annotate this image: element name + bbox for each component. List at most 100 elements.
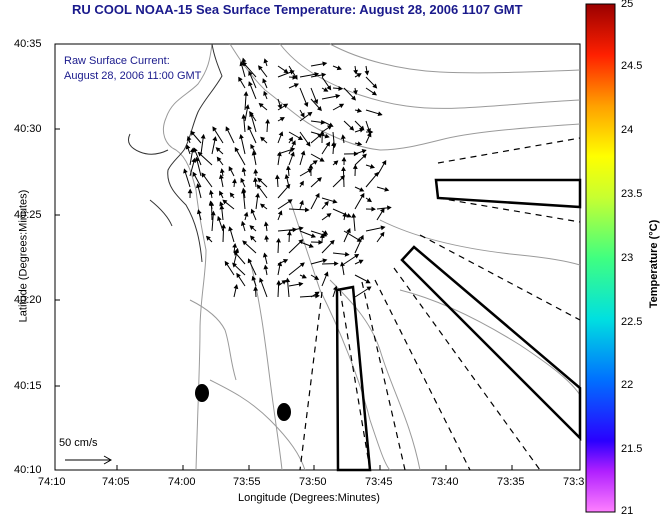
current-vector-head [242, 61, 248, 67]
colorbar-tick: 22.5 [621, 316, 643, 328]
current-vector-head [314, 71, 320, 77]
marker-dot [195, 384, 209, 402]
current-vector-head [366, 286, 372, 291]
current-vector-head [300, 112, 305, 118]
current-vector-head [316, 177, 322, 182]
current-vector-head [315, 192, 320, 199]
current-vector-head [253, 177, 258, 182]
current-vector-head [285, 183, 291, 189]
current-vector-head [299, 262, 305, 268]
current-vector-head [354, 253, 360, 259]
current-vector-head [263, 221, 269, 227]
current-vector-head [380, 225, 386, 231]
current-vector-head [253, 286, 259, 291]
y-tick: 40:25 [14, 209, 42, 221]
current-vector-head [351, 95, 357, 101]
current-vector-head [239, 133, 244, 139]
current-vector-head [247, 125, 252, 131]
current-vector-head [234, 146, 240, 153]
current-vector-head [308, 164, 314, 169]
current-vector-head [229, 192, 235, 198]
current-vector-head [243, 91, 249, 96]
current-vector-head [291, 140, 296, 146]
current-vector-head [334, 261, 339, 267]
current-vector-head [279, 117, 285, 122]
current-vector-head [372, 83, 378, 89]
shoreline [127, 43, 223, 263]
current-vector-head [356, 73, 362, 78]
current-vector-head [208, 189, 214, 195]
current-vector-head [192, 171, 197, 177]
current-vector-head [319, 233, 325, 239]
current-vector-head [322, 230, 329, 235]
current-vector-head [217, 215, 222, 222]
current-vector-head [216, 156, 222, 162]
current-vector-head [241, 113, 247, 119]
scale-arrow [65, 455, 113, 465]
current-vectors [183, 57, 392, 299]
current-vector-head [331, 141, 337, 147]
y-tick: 40:30 [14, 123, 42, 135]
current-vector-head [314, 275, 320, 280]
current-vector-head [247, 258, 253, 264]
current-vector-head [371, 206, 376, 212]
current-vector-head [289, 70, 295, 75]
current-vector-head [342, 212, 347, 218]
current-vector-head [283, 259, 289, 264]
current-vector-head [243, 211, 249, 217]
x-tick: 73:40 [431, 476, 459, 488]
current-vector-head [332, 285, 338, 291]
current-vector-head [369, 164, 376, 169]
current-vector-head [259, 203, 266, 209]
current-vector-head [234, 247, 240, 253]
current-vector-head [281, 279, 287, 285]
current-vector-head [219, 168, 225, 174]
current-vector-head [323, 271, 329, 277]
current-vector-head [356, 237, 362, 242]
current-vector-head [263, 264, 269, 270]
current-vector-head [248, 70, 253, 76]
current-vector-head [236, 272, 241, 278]
current-vector-head [338, 103, 345, 109]
current-vector-head [366, 132, 372, 138]
current-vector-head [225, 126, 230, 132]
current-vector-head [364, 70, 370, 76]
current-vector-head [248, 81, 253, 87]
current-vector-head [219, 204, 225, 210]
current-vector-head [312, 160, 318, 165]
current-vector-head [209, 201, 215, 206]
current-vector-head [387, 205, 392, 211]
current-vector-head [256, 184, 262, 190]
current-vector-head [183, 168, 188, 174]
current-vector-head [359, 127, 365, 133]
current-vector-head [262, 78, 267, 84]
current-vector-head [232, 242, 238, 248]
current-vector-head [322, 258, 328, 264]
current-vector-head [359, 234, 364, 240]
current-vector-head [298, 226, 304, 232]
colorbar [585, 3, 616, 513]
current-vector-head [212, 136, 218, 142]
current-vector-head [317, 106, 322, 112]
current-vector-head [379, 231, 385, 237]
current-vector-head [240, 177, 245, 183]
current-vector-head [346, 228, 351, 234]
current-vector-head [249, 225, 255, 231]
y-tick: 40:15 [14, 380, 42, 392]
current-vector-head [274, 174, 280, 180]
current-vector-head [326, 213, 332, 218]
current-vector-head [310, 233, 316, 238]
current-vector-head [218, 174, 224, 180]
current-vector-head [212, 126, 217, 132]
current-vector-head [380, 207, 385, 214]
colorbar-tick: 23.5 [621, 188, 643, 200]
current-vector-head [325, 141, 331, 147]
current-vector-head [242, 240, 248, 246]
current-vector-head [377, 111, 383, 117]
x-tick: 74:00 [168, 476, 196, 488]
current-vector-head [210, 210, 216, 216]
current-vector-head [249, 111, 254, 117]
current-vector-head [222, 199, 228, 205]
current-vector-head [333, 160, 339, 166]
